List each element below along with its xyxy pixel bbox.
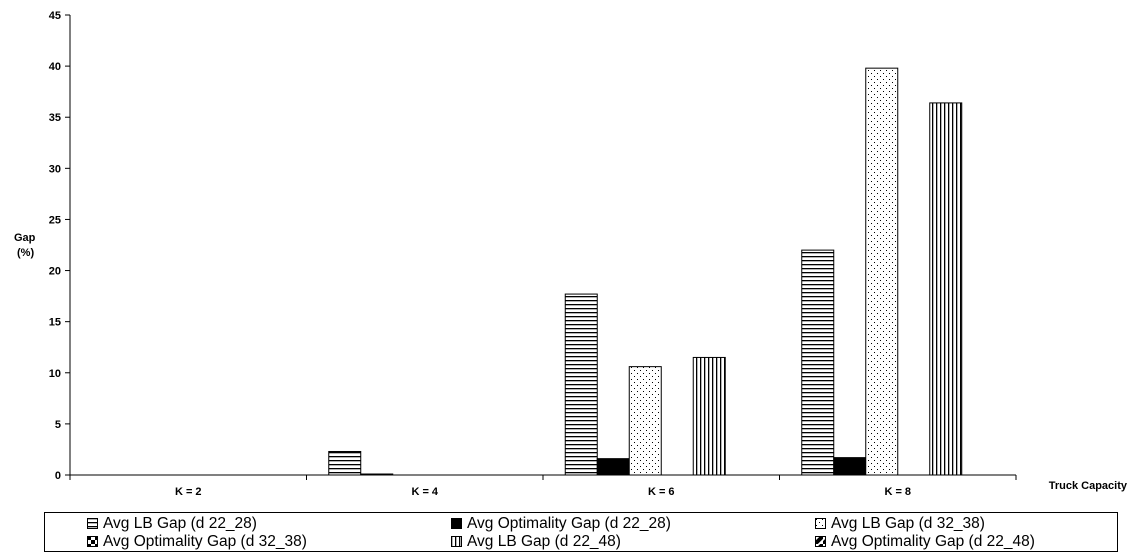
- legend-label: Avg Optimality Gap (d 32_38): [103, 532, 307, 550]
- x-axis-title: Truck Capacity: [1049, 480, 1128, 492]
- legend-item: Avg LB Gap (d 22_28): [87, 515, 257, 532]
- bar: [328, 450, 362, 476]
- chart-plot: 0 5 10 15 20 25 30 35 40 45 K = 2 K = 4 K = 6 K = 8 Ga…: [14, 10, 1128, 498]
- legend: Avg LB Gap (d 22_28) Avg Optimality Gap …: [44, 512, 1118, 552]
- x-tick-label: K = 6: [648, 486, 675, 498]
- legend-label: Avg LB Gap (d 22_48): [467, 532, 621, 550]
- legend-label: Avg LB Gap (d 32_38): [831, 514, 985, 532]
- legend-item: Avg LB Gap (d 32_38): [815, 515, 985, 532]
- y-tick-label: 20: [49, 266, 61, 278]
- bar: [833, 457, 867, 476]
- y-tick-label: 15: [49, 317, 61, 329]
- bar: [929, 102, 963, 476]
- y-axis-title: Gap (%): [14, 232, 36, 259]
- x-tick-label: K = 2: [175, 486, 202, 498]
- x-tick-label: K = 4: [411, 486, 438, 498]
- bar: [801, 249, 835, 476]
- checker-swatch-icon: [87, 536, 98, 547]
- legend-item: Avg Optimality Gap (d 32_38): [87, 533, 307, 550]
- y-tick-label: 45: [49, 10, 61, 22]
- bar: [865, 67, 899, 476]
- bar: [628, 366, 662, 476]
- legend-item: Avg LB Gap (d 22_48): [451, 533, 621, 550]
- dots-swatch-icon: [815, 518, 826, 529]
- y-tick-label: 30: [49, 163, 61, 175]
- y-tick-label: 5: [55, 419, 61, 431]
- vertical-lines-swatch-icon: [451, 536, 462, 547]
- bar: [596, 458, 630, 476]
- horizontal-lines-swatch-icon: [87, 518, 98, 529]
- y-tick-label: 0: [55, 470, 61, 482]
- legend-item: Avg Optimality Gap (d 22_48): [815, 533, 1035, 550]
- x-tick-label: K = 8: [884, 486, 911, 498]
- y-tick-label: 25: [49, 214, 61, 226]
- legend-label: Avg LB Gap (d 22_28): [103, 514, 257, 532]
- y-tick-label: 35: [49, 112, 61, 124]
- bar: [564, 293, 598, 476]
- bar: [360, 473, 394, 476]
- solid-swatch-icon: [451, 518, 462, 529]
- y-tick-label: 40: [49, 61, 61, 73]
- diagonal-swatch-icon: [815, 536, 826, 547]
- legend-label: Avg Optimality Gap (d 22_48): [831, 532, 1035, 550]
- legend-item: Avg Optimality Gap (d 22_28): [451, 515, 671, 532]
- legend-label: Avg Optimality Gap (d 22_28): [467, 514, 671, 532]
- y-tick-label: 10: [49, 368, 61, 380]
- bar: [692, 356, 726, 476]
